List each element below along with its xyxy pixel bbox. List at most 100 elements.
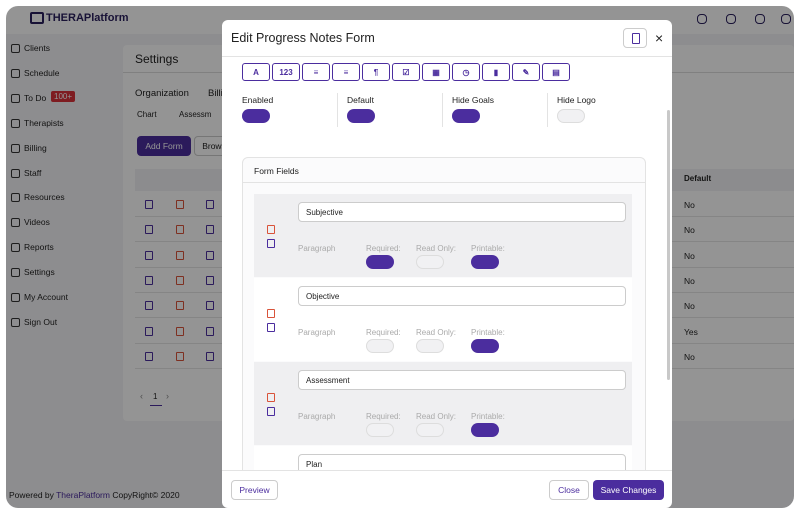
row-icon[interactable] [206, 250, 214, 260]
toolbar-button[interactable]: ☑ [392, 63, 420, 81]
default-cell: No [684, 275, 695, 286]
switch-label: Default [347, 95, 374, 105]
toggle[interactable] [471, 255, 499, 269]
toggle[interactable] [452, 109, 480, 123]
option-label: Read Only: [416, 244, 457, 253]
nav-icon [11, 44, 20, 53]
switch-label: Hide Logo [557, 95, 596, 105]
toolbar-button[interactable]: ≡ [302, 63, 330, 81]
nav-icon [11, 193, 20, 203]
toggle[interactable] [471, 339, 499, 353]
nav-icon [11, 93, 20, 103]
row-icon[interactable] [206, 301, 214, 311]
copy-icon[interactable] [267, 239, 275, 248]
row-icon[interactable] [206, 326, 214, 336]
footer: Powered by TheraPlatform CopyRight© 2020 [9, 490, 180, 500]
nav-item[interactable]: Settings [24, 267, 55, 278]
row-icon[interactable] [206, 275, 214, 285]
toggle[interactable] [366, 255, 394, 269]
nav-item[interactable]: Sign Out [24, 316, 58, 327]
subtab[interactable]: Assessm [179, 110, 212, 119]
toggle[interactable] [416, 423, 444, 437]
nav-item[interactable]: Schedule [24, 67, 60, 78]
delete-icon[interactable] [267, 225, 275, 234]
nav-item[interactable]: To Do [24, 92, 47, 103]
preview-button[interactable]: Preview [231, 480, 278, 500]
row-icon[interactable] [145, 351, 153, 361]
row-icon[interactable] [206, 200, 214, 209]
footer-brand: TheraPlatform [56, 490, 110, 500]
nav-item[interactable]: Therapists [24, 117, 64, 128]
toolbar-button[interactable]: ▮ [482, 63, 510, 81]
row-icon[interactable] [206, 225, 214, 235]
nav-item[interactable]: Clients [24, 43, 50, 53]
toolbar-button[interactable]: ▦ [422, 63, 450, 81]
save-button[interactable]: Save Changes [593, 480, 664, 500]
nav-item[interactable]: Videos [24, 217, 50, 228]
scrollbar [667, 110, 670, 380]
toggle[interactable] [416, 255, 444, 269]
row-icon[interactable] [176, 351, 184, 361]
form-fields-card: Form Fields Subjective Paragraph Required: R… [242, 157, 646, 470]
duplicate-button[interactable] [623, 28, 647, 48]
page-number[interactable]: 1 [153, 392, 158, 401]
close-x[interactable]: × [655, 30, 664, 46]
field-name: Plan [306, 460, 323, 469]
nav-item[interactable]: Staff [24, 167, 42, 178]
row-icon[interactable] [145, 301, 153, 311]
toggle[interactable] [347, 109, 375, 123]
toggle[interactable] [366, 339, 394, 353]
toolbar-button[interactable]: ✎ [512, 63, 540, 81]
toolbar-button[interactable]: ◷ [452, 63, 480, 81]
modal-body: A 123 ≡ ≡ ¶ ☑ ▦ ◷ ▮ ✎ ▤ Enabled Default Hide Goals Hid… [222, 57, 672, 470]
row-icon[interactable] [145, 200, 153, 209]
nav-item[interactable]: Reports [24, 242, 54, 253]
toolbar-button[interactable]: ≡ [332, 63, 360, 81]
toolbar-button[interactable]: ¶ [362, 63, 390, 81]
row-icon[interactable] [145, 275, 153, 285]
delete-icon[interactable] [267, 393, 275, 402]
nav-item[interactable]: My Account [24, 292, 68, 302]
row-icon[interactable] [176, 301, 184, 311]
topbar-icon[interactable] [781, 14, 791, 24]
delete-icon[interactable] [267, 309, 275, 318]
toolbar-button[interactable]: ▤ [542, 63, 570, 81]
next[interactable]: › [166, 391, 169, 401]
prev[interactable]: ‹ [140, 391, 143, 401]
tab[interactable]: Organization [135, 88, 189, 99]
copy-icon[interactable] [267, 323, 275, 332]
toolbar-button[interactable]: A [242, 63, 270, 81]
row-icon[interactable] [176, 250, 184, 260]
row-icon[interactable] [176, 326, 184, 336]
toggle[interactable] [471, 423, 499, 437]
copy-icon[interactable] [267, 407, 275, 416]
field-input[interactable]: Subjective [298, 202, 626, 222]
topbar-icon[interactable] [726, 14, 736, 24]
row-icon[interactable] [145, 225, 153, 235]
toggle[interactable] [242, 109, 270, 123]
add-form-button[interactable]: Add Form [137, 136, 191, 156]
nav-icon [11, 243, 20, 253]
row-icon[interactable] [145, 326, 153, 336]
toolbar-button[interactable]: 123 [272, 63, 300, 81]
row-icon[interactable] [176, 200, 184, 209]
field-input[interactable]: Plan [298, 454, 626, 470]
nav-item[interactable]: Billing [24, 142, 47, 153]
row-icon[interactable] [145, 250, 153, 260]
badge: 100+ [51, 90, 76, 102]
subtab[interactable]: Chart [137, 110, 157, 119]
field-input[interactable]: Objective [298, 286, 626, 306]
row-icon[interactable] [206, 351, 214, 361]
tab[interactable]: Billi [208, 88, 223, 99]
nav-icon [11, 317, 20, 327]
toggle[interactable] [366, 423, 394, 437]
topbar-icon[interactable] [755, 14, 765, 24]
close-button[interactable]: Close [549, 480, 589, 500]
row-icon[interactable] [176, 275, 184, 285]
toggle[interactable] [557, 109, 585, 123]
nav-item[interactable]: Resources [24, 192, 65, 203]
row-icon[interactable] [176, 225, 184, 235]
topbar-icon[interactable] [697, 14, 707, 24]
field-input[interactable]: Assessment [298, 370, 626, 390]
toggle[interactable] [416, 339, 444, 353]
